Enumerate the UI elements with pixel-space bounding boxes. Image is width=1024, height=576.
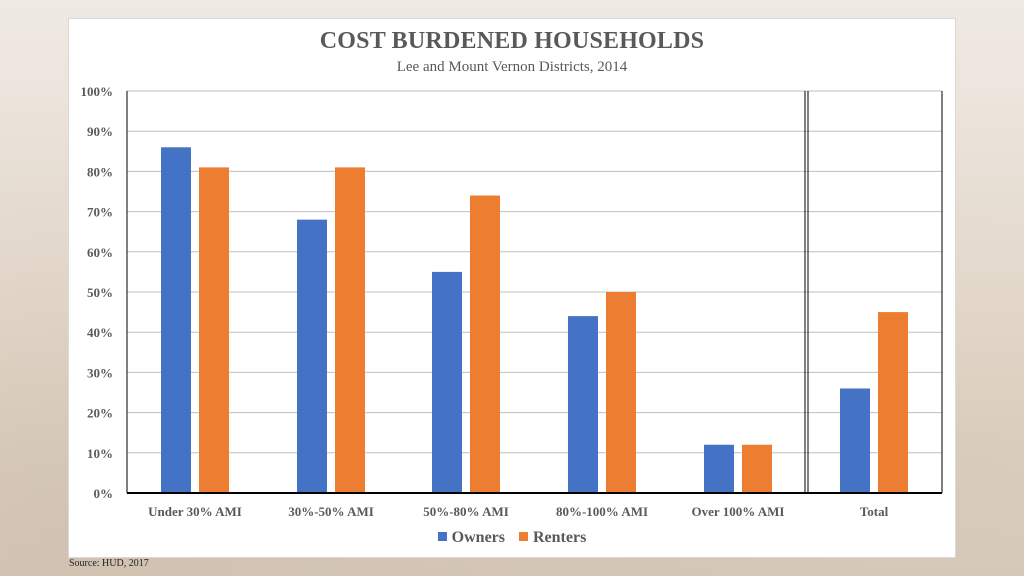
legend-item-renters: Renters — [519, 529, 586, 547]
y-tick-label: 10% — [87, 446, 113, 461]
y-tick-label: 0% — [94, 486, 114, 501]
legend-swatch-renters — [519, 532, 528, 541]
bar-renters-4 — [742, 444, 772, 493]
y-tick-label: 30% — [87, 365, 113, 380]
x-category-label: Over 100% AMI — [692, 504, 785, 519]
x-category-label: Under 30% AMI — [148, 504, 242, 519]
y-tick-label: 100% — [81, 84, 114, 99]
bar-renters-0 — [199, 167, 229, 493]
x-category-label: 80%-100% AMI — [556, 504, 648, 519]
bar-renters-2 — [470, 195, 500, 493]
bar-renters-1 — [335, 167, 365, 493]
x-category-label: 30%-50% AMI — [288, 504, 374, 519]
y-tick-label: 40% — [87, 325, 113, 340]
bar-owners-1 — [297, 219, 327, 493]
bar-owners-3 — [568, 316, 598, 493]
bar-owners-5 — [840, 388, 870, 493]
bar-renters-3 — [606, 292, 636, 493]
legend-label-renters: Renters — [533, 529, 587, 546]
y-tick-label: 50% — [87, 285, 113, 300]
bar-owners-0 — [161, 147, 191, 493]
bar-renters-5 — [878, 312, 908, 493]
legend-swatch-owners — [437, 532, 447, 541]
bar-owners-4 — [704, 444, 734, 493]
legend-label-owners: Owners — [451, 529, 505, 546]
chart-legend: Owners Renters — [0, 529, 1024, 547]
chart-title: COST BURDENED HOUSEHOLDS — [319, 28, 705, 54]
x-category-label: Total — [860, 504, 889, 519]
y-tick-label: 70% — [87, 205, 113, 220]
legend-item-owners: Owners — [437, 529, 505, 547]
source-note: Source: HUD, 2017 — [69, 558, 149, 569]
y-tick-label: 90% — [87, 124, 113, 139]
y-tick-label: 20% — [87, 406, 113, 421]
chart-subtitle: Lee and Mount Vernon Districts, 2014 — [396, 59, 628, 75]
y-tick-label: 60% — [87, 245, 113, 260]
bar-owners-2 — [432, 271, 462, 493]
x-category-label: 50%-80% AMI — [423, 504, 509, 519]
y-tick-label: 80% — [87, 164, 113, 179]
